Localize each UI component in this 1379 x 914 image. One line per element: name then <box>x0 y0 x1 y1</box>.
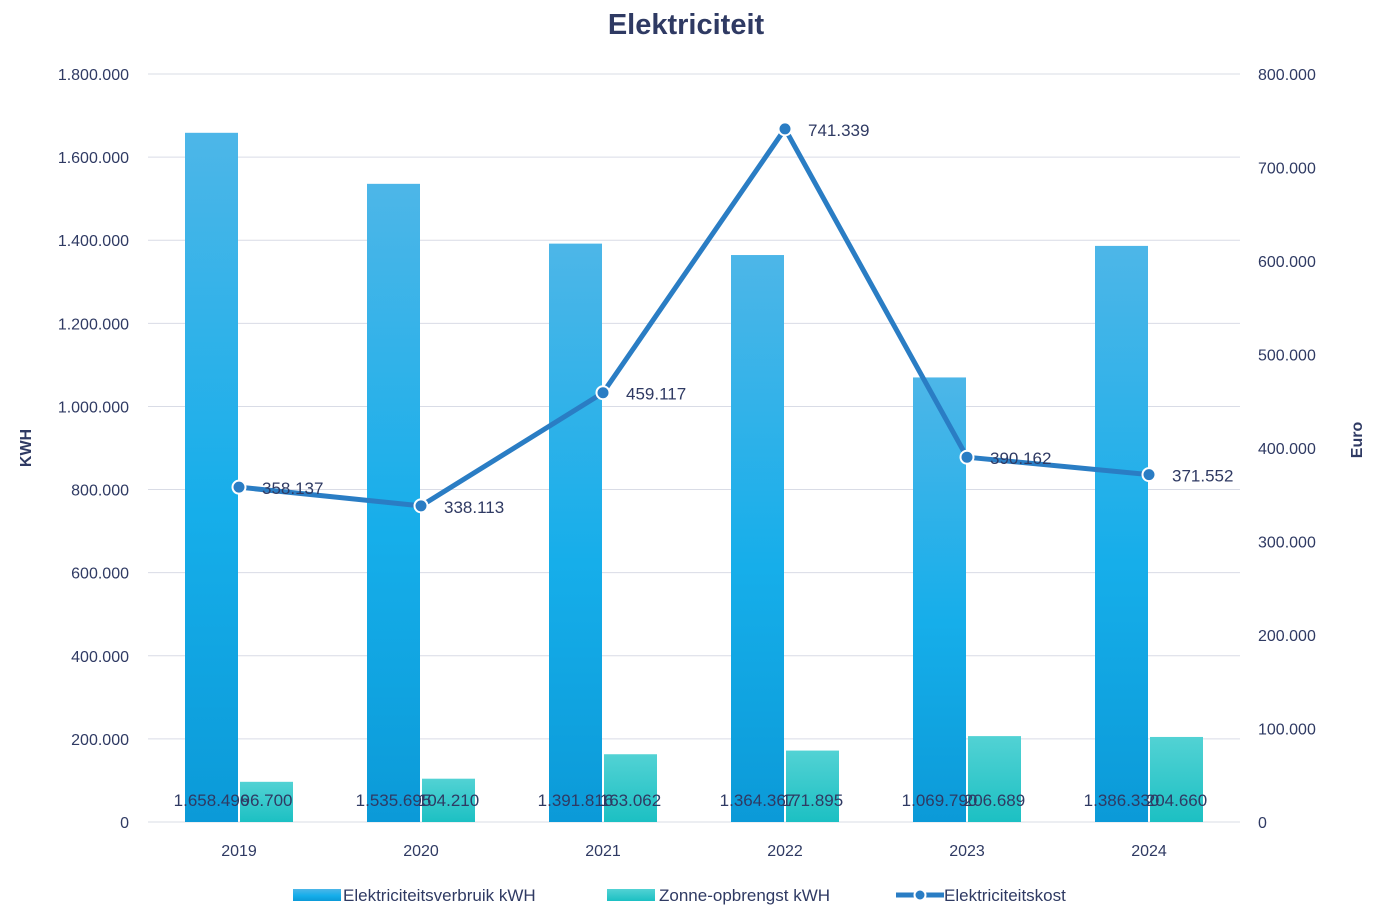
data-label-elektriciteitskost: 459.117 <box>626 385 686 404</box>
y-tick-label: 800.000 <box>71 483 129 500</box>
legend-swatch-elektriciteitsverbruik <box>293 889 341 901</box>
y2-tick-label: 700.000 <box>1258 161 1316 178</box>
data-label-zonne-opbrengst: 171.895 <box>782 791 843 810</box>
y-tick-label: 1.800.000 <box>58 67 129 84</box>
bar-elektriciteitsverbruik <box>185 132 238 822</box>
bar-zonne-opbrengst <box>968 736 1021 822</box>
x-tick-label: 2019 <box>221 843 257 860</box>
y-tick-label: 1.600.000 <box>58 150 129 167</box>
x-tick-label: 2024 <box>1131 843 1167 860</box>
data-label-elektriciteitskost: 741.339 <box>808 121 869 140</box>
bar-elektriciteitsverbruik <box>731 255 784 822</box>
y-tick-label: 200.000 <box>71 732 129 749</box>
y2-tick-label: 0 <box>1258 815 1267 832</box>
bar-zonne-opbrengst <box>786 750 839 822</box>
data-label-elektriciteitskost: 338.113 <box>444 498 504 517</box>
data-label-elektriciteitsverbruik: 1.386.330 <box>1084 791 1160 810</box>
line-series: 358.137 338.113 459.117 741.339 390.162 371.5… <box>231 121 1233 517</box>
y2-tick-label: 500.000 <box>1258 348 1316 365</box>
legend-marker-elektriciteitskost <box>913 888 927 902</box>
y2-tick-label: 400.000 <box>1258 441 1316 458</box>
y-axis-title: KWH <box>18 429 35 467</box>
data-label-zonne-opbrengst: 163.062 <box>600 791 661 810</box>
y2-tick-label: 200.000 <box>1258 628 1316 645</box>
data-label-elektriciteitskost: 371.552 <box>1172 467 1233 486</box>
bar-zonne-opbrengst <box>422 778 475 822</box>
bar-elektriciteitsverbruik <box>913 377 966 822</box>
bar-zonne-opbrengst <box>1150 736 1203 822</box>
y-tick-label: 0 <box>120 815 129 832</box>
line-point <box>413 498 429 514</box>
legend-label-zonne-opbrengst: Zonne-opbrengst kWH <box>659 886 830 905</box>
y-tick-label: 1.400.000 <box>58 233 129 250</box>
y-tick-label: 600.000 <box>71 566 129 583</box>
x-tick-label: 2022 <box>767 843 803 860</box>
y2-axis-ticks: 0 100.000 200.000 300.000 400.000 500.000 600.… <box>1258 67 1316 832</box>
bar-zonne-opbrengst <box>240 781 293 822</box>
data-label-elektriciteitsverbruik: 1.391.816 <box>538 791 614 810</box>
legend-swatch-zonne-opbrengst <box>607 889 655 901</box>
line-point <box>1141 467 1157 483</box>
legend: Elektriciteitsverbruik kWH Zonne-opbrengs… <box>293 886 1066 905</box>
data-label-zonne-opbrengst: 104.210 <box>418 791 479 810</box>
y-tick-label: 400.000 <box>71 649 129 666</box>
y2-axis-title: Euro <box>1349 422 1366 459</box>
data-label-elektriciteitskost: 390.162 <box>990 449 1051 468</box>
data-label-elektriciteitsverbruik: 1.658.496 <box>174 791 250 810</box>
gridlines <box>148 73 1240 823</box>
line-point <box>595 385 611 401</box>
data-label-zonne-opbrengst: 96.700 <box>241 791 293 810</box>
y2-tick-label: 100.000 <box>1258 722 1316 739</box>
data-label-zonne-opbrengst: 206.689 <box>964 791 1025 810</box>
y2-tick-label: 600.000 <box>1258 254 1316 271</box>
x-tick-label: 2021 <box>585 843 621 860</box>
data-label-elektriciteitsverbruik: 1.069.790 <box>902 791 978 810</box>
y-tick-label: 1.200.000 <box>58 316 129 333</box>
legend-label-elektriciteitskost: Elektriciteitskost <box>944 886 1066 905</box>
bar-elektriciteitsverbruik <box>1095 245 1148 823</box>
x-tick-label: 2023 <box>949 843 985 860</box>
x-axis-ticks: 2019 2020 2021 2022 2023 2024 <box>221 843 1167 860</box>
y-tick-label: 1.000.000 <box>58 399 129 416</box>
x-tick-label: 2020 <box>403 843 439 860</box>
y-axis-ticks: 0 200.000 400.000 600.000 800.000 1.000.000 1.… <box>58 67 129 832</box>
data-label-elektriciteitsverbruik: 1.364.367 <box>720 791 796 810</box>
legend-label-elektriciteitsverbruik: Elektriciteitsverbruik kWH <box>343 886 536 905</box>
line-elektriciteitskost <box>236 126 1152 509</box>
chart-title: Elektriciteit <box>608 9 765 41</box>
bar-elektriciteitsverbruik <box>549 243 602 823</box>
data-label-elektriciteitskost: 358.137 <box>262 479 323 498</box>
y2-tick-label: 800.000 <box>1258 67 1316 84</box>
line-point <box>959 449 975 465</box>
bar-zonne-opbrengst <box>604 754 657 822</box>
y2-tick-label: 300.000 <box>1258 535 1316 552</box>
line-point <box>777 121 793 137</box>
data-label-elektriciteitsverbruik: 1.535.695 <box>356 791 432 810</box>
line-point <box>231 479 247 495</box>
data-label-zonne-opbrengst: 204.660 <box>1146 791 1207 810</box>
